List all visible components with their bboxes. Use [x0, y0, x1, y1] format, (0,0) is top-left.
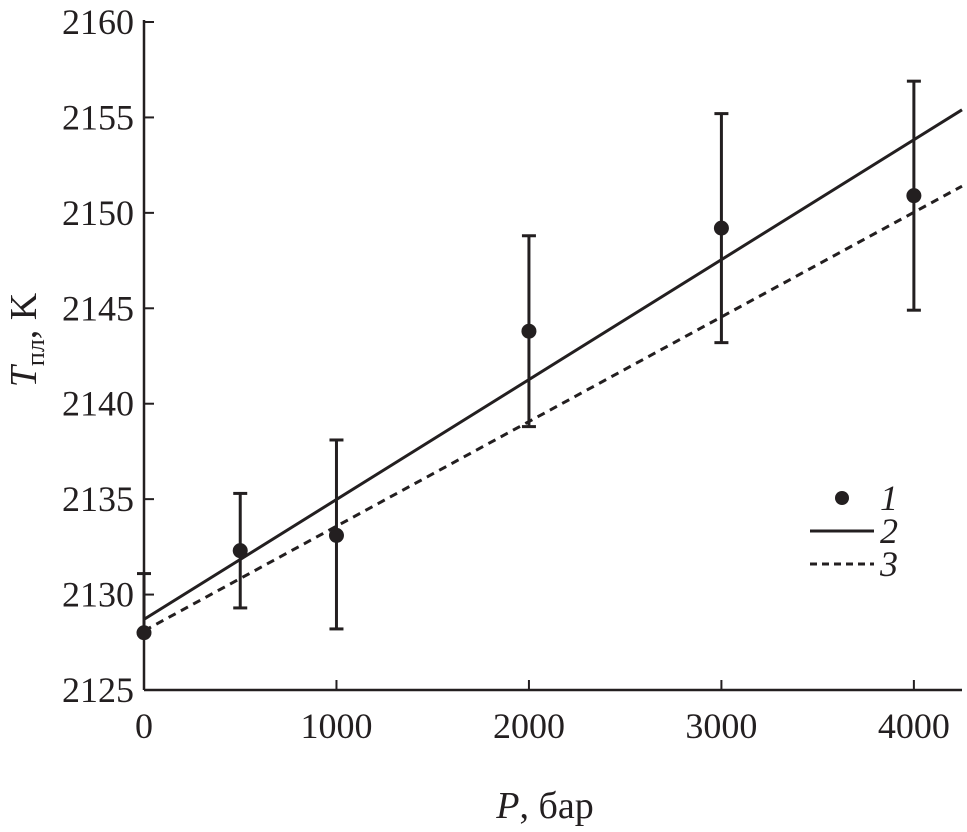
- x-tick-label: 1000: [300, 706, 372, 746]
- y-tick-label: 2135: [62, 479, 134, 519]
- y-tick-label: 2140: [62, 384, 134, 424]
- axis-labels: P, бар Tпл, K: [3, 292, 594, 827]
- legend: 123: [810, 478, 898, 584]
- data-point: [521, 323, 537, 339]
- y-tick-label: 2130: [62, 575, 134, 615]
- y-tick-label: 2155: [62, 97, 134, 137]
- x-tick-label: 4000: [878, 706, 950, 746]
- x-tick-label: 2000: [493, 706, 565, 746]
- y-tick-label: 2160: [62, 2, 134, 42]
- y-axis-unit: , K: [3, 292, 45, 339]
- y-tick-label: 2150: [62, 193, 134, 233]
- legend-label: 1: [880, 478, 898, 518]
- x-axis-unit: , бар: [520, 785, 594, 827]
- y-tick-label: 2125: [62, 670, 134, 710]
- axes: [142, 20, 962, 692]
- x-tick-label: 3000: [685, 706, 757, 746]
- y-axis-subscript: пл: [21, 339, 50, 366]
- y-axis-label: Tпл, K: [3, 292, 50, 387]
- data-point: [136, 625, 152, 641]
- x-tick-label: 0: [135, 706, 153, 746]
- series-3-line: [143, 184, 963, 633]
- fit-lines: [143, 108, 963, 633]
- tick-labels: 2125 2130 2135 2140 2145 2150 2155 2160 0 1000 200…: [62, 2, 950, 746]
- y-axis-symbol: T: [3, 363, 45, 387]
- data-point: [328, 527, 344, 543]
- data-point: [713, 220, 729, 236]
- y-tick-label: 2145: [62, 288, 134, 328]
- x-axis-symbol: P: [495, 785, 519, 827]
- data-point: [232, 543, 248, 559]
- legend-marker-point: [835, 491, 849, 505]
- data-point: [906, 188, 922, 204]
- data-points: [136, 79, 922, 641]
- x-axis-label: P, бар: [495, 785, 593, 827]
- legend-label: 2: [880, 511, 898, 551]
- legend-label: 3: [879, 544, 898, 584]
- series-2-line: [143, 108, 963, 621]
